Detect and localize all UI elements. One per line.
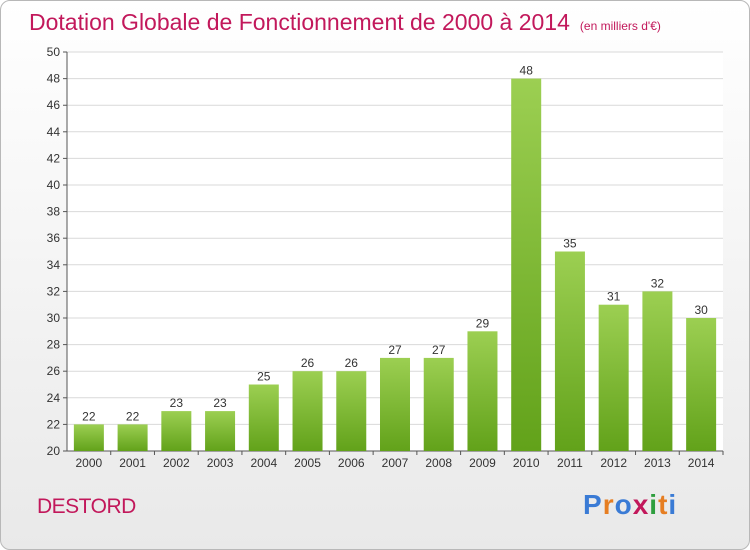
data-label: 26 [345,356,359,370]
data-label: 27 [388,343,402,357]
x-tick-label: 2004 [250,456,277,470]
proxiti-logo: Proxiti [583,489,677,521]
x-tick-label: 2014 [688,456,715,470]
y-tick-label: 50 [47,45,61,59]
bar [380,357,410,451]
y-tick-label: 26 [47,364,61,378]
bar [205,411,236,451]
data-label: 23 [213,396,227,410]
x-tick-label: 2001 [119,456,146,470]
x-tick-label: 2009 [469,456,496,470]
data-label: 25 [257,370,271,384]
data-label: 48 [520,64,534,78]
logo-letter: r [602,489,615,520]
logo-letter: P [583,489,603,520]
bar [292,371,323,451]
x-tick-label: 2000 [76,456,103,470]
logo-letter: x [632,489,650,520]
y-tick-label: 38 [47,205,61,219]
x-tick-label: 2008 [425,456,452,470]
commune-name: DESTORD [37,495,136,518]
bar [554,251,585,451]
chart-subtitle: (en milliers d'€) [579,19,661,33]
x-tick-label: 2005 [294,456,321,470]
y-tick-label: 48 [47,72,61,86]
data-label: 35 [563,237,577,251]
bar [73,424,104,451]
bar [511,78,542,451]
x-tick-label: 2013 [644,456,671,470]
data-label: 26 [301,356,315,370]
y-tick-label: 40 [47,178,61,192]
bar [686,318,717,451]
x-tick-label: 2003 [207,456,234,470]
bar [642,291,673,451]
y-tick-label: 24 [47,391,61,405]
bar [598,304,629,451]
data-label: 30 [694,303,708,317]
logo-letter: o [614,489,633,520]
y-tick-label: 36 [47,231,61,245]
y-tick-label: 22 [47,417,61,431]
logo-letter: t [658,489,669,520]
data-label: 32 [651,276,665,290]
y-tick-label: 34 [47,258,61,272]
bar [161,411,192,451]
logo-letter: i [668,489,678,520]
data-label: 23 [170,396,184,410]
data-label: 27 [432,343,446,357]
y-tick-label: 44 [47,125,61,139]
data-label: 31 [607,290,621,304]
data-label: 29 [476,316,490,330]
x-tick-label: 2002 [163,456,190,470]
y-tick-label: 20 [47,444,61,458]
x-tick-label: 2007 [382,456,409,470]
y-tick-label: 32 [47,284,61,298]
x-tick-label: 2012 [600,456,627,470]
y-tick-label: 46 [47,98,61,112]
y-tick-label: 30 [47,311,61,325]
logo-letter: i [649,489,659,520]
bar [423,357,454,451]
x-tick-label: 2011 [557,456,583,470]
x-tick-label: 2010 [513,456,540,470]
bar [117,424,148,451]
y-tick-label: 42 [47,151,61,165]
data-label: 22 [82,409,96,423]
bar [467,331,498,451]
chart-title-text: Dotation Globale de Fonctionnement de 20… [29,9,570,35]
bar [248,384,279,451]
data-label: 22 [126,409,140,423]
bar [336,371,367,451]
x-tick-label: 2006 [338,456,365,470]
y-tick-label: 28 [47,338,61,352]
chart-title: Dotation Globale de Fonctionnement de 20… [29,9,661,36]
